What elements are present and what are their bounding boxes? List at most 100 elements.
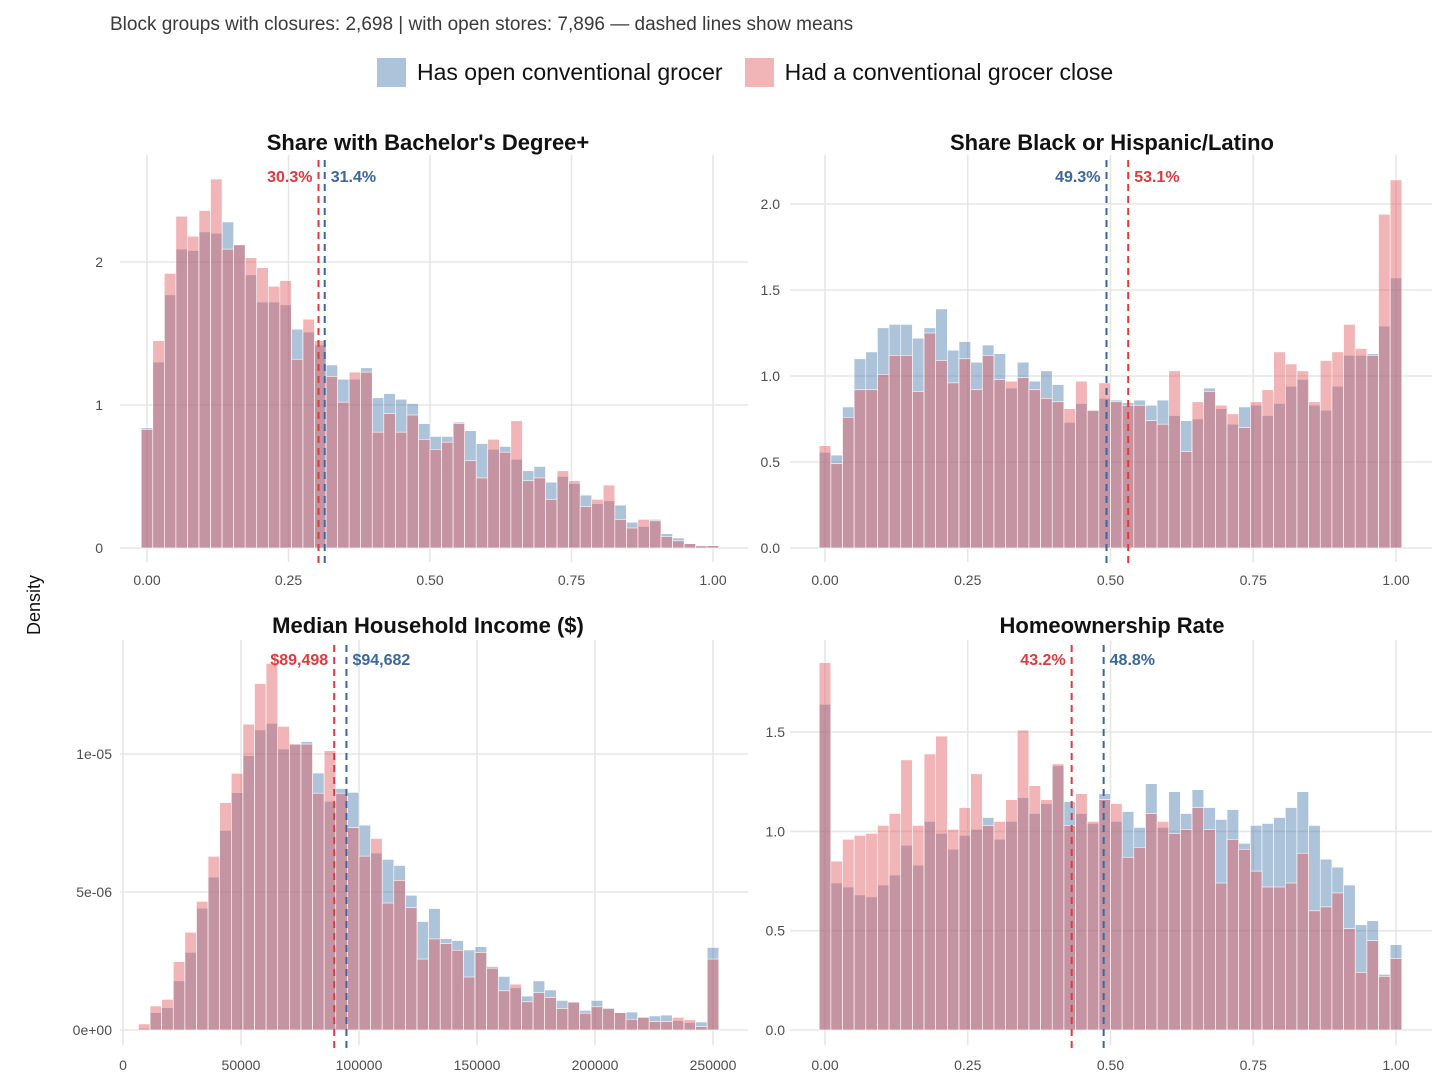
histogram-bar xyxy=(325,376,338,549)
histogram-bar xyxy=(254,683,267,1031)
x-tick-label: 0.50 xyxy=(416,572,443,588)
y-tick-label: 2.0 xyxy=(761,196,781,212)
histogram-bar xyxy=(475,477,489,549)
histogram-bar xyxy=(706,958,720,1031)
x-tick-label: 1.00 xyxy=(1382,572,1409,588)
histogram-bar xyxy=(1331,892,1344,1031)
histogram-bar xyxy=(371,431,385,549)
y-tick-label: 1.5 xyxy=(761,282,781,298)
x-tick-label: 1.00 xyxy=(1382,1057,1409,1073)
histogram-bar xyxy=(695,1026,708,1031)
histogram-bar xyxy=(947,382,960,549)
mean-label-closed: $89,498 xyxy=(270,652,328,669)
panel-3: 0 50000 100000 150000 200000 250000 0e+00 5e-06… xyxy=(73,613,748,1073)
histogram-bar xyxy=(970,389,983,549)
histogram-bar xyxy=(1075,380,1088,549)
histogram-bar xyxy=(877,825,890,1031)
histogram-bar xyxy=(510,420,523,549)
legend: Has open conventional grocer Had a conve… xyxy=(377,58,1135,87)
histogram-bar xyxy=(818,445,832,549)
histogram-bar xyxy=(1296,370,1309,549)
histogram-bar xyxy=(474,952,487,1031)
histogram-bar xyxy=(1238,427,1251,549)
histogram-bar xyxy=(672,540,685,549)
y-tick-label: 0.5 xyxy=(761,454,781,470)
histogram-bar xyxy=(648,1021,662,1031)
histogram-bar xyxy=(1016,377,1030,549)
legend-swatch-open xyxy=(377,58,406,87)
histogram-bar xyxy=(1028,389,1041,549)
histogram-bar xyxy=(1378,976,1391,1031)
histogram-bar xyxy=(1250,401,1263,549)
histogram-bar xyxy=(1098,799,1111,1031)
histogram-bar xyxy=(1121,856,1135,1031)
x-tick-label: 0.25 xyxy=(275,572,302,588)
histogram-bar xyxy=(625,1018,638,1031)
histogram-bar xyxy=(1238,848,1251,1031)
histogram-bar xyxy=(464,460,477,549)
histogram-bar xyxy=(900,355,913,549)
histogram-bar xyxy=(958,358,971,549)
histogram-bar xyxy=(993,379,1006,549)
histogram-bar xyxy=(935,735,948,1031)
histogram-bar xyxy=(683,1019,696,1031)
x-tick-label: 0.25 xyxy=(954,1057,981,1073)
y-tick-label: 0 xyxy=(95,540,103,556)
histogram-bar xyxy=(923,753,937,1031)
histogram-bar xyxy=(818,662,832,1031)
histogram-bar xyxy=(358,855,371,1031)
histogram-bar xyxy=(1261,886,1274,1031)
histogram-bar xyxy=(405,907,418,1031)
histogram-bar xyxy=(1133,404,1146,549)
histogram-bar xyxy=(1308,401,1321,549)
x-tick-label: 1.00 xyxy=(699,572,726,588)
series-closed-bars xyxy=(138,663,720,1031)
histogram-bar xyxy=(207,856,220,1031)
histogram-bar xyxy=(958,807,971,1031)
histogram-bar xyxy=(912,391,925,549)
series-open-bars xyxy=(140,221,720,549)
mean-label-closed: 53.1% xyxy=(1134,169,1179,186)
panel-title: Share with Bachelor's Degree+ xyxy=(267,130,590,155)
histogram-bar xyxy=(393,880,406,1031)
histogram-bar xyxy=(970,773,983,1031)
histogram-bar xyxy=(590,1006,604,1031)
x-tick-label: 250000 xyxy=(690,1057,737,1073)
panel-title: Median Household Income ($) xyxy=(272,613,584,638)
histogram-bar xyxy=(579,506,593,549)
histogram-bar xyxy=(221,248,234,549)
histogram-bar xyxy=(683,543,696,549)
histogram-bar xyxy=(1319,360,1333,549)
histogram-bar xyxy=(830,860,843,1031)
histogram-bar xyxy=(312,792,325,1031)
histogram-bar xyxy=(198,210,211,549)
histogram-bar xyxy=(1063,408,1076,549)
histogram-bar xyxy=(418,439,431,549)
legend-item-closed: Had a conventional grocer close xyxy=(744,58,1113,87)
histogram-bar xyxy=(532,992,545,1031)
histogram-bar xyxy=(1343,324,1356,549)
histogram-bar xyxy=(522,480,535,549)
mean-label-open: 31.4% xyxy=(331,169,376,186)
histogram-bar xyxy=(233,244,246,549)
histogram-bar xyxy=(1250,870,1263,1031)
mean-label-open: 49.3% xyxy=(1055,169,1100,186)
histogram-bar xyxy=(853,835,867,1031)
histogram-bar xyxy=(1308,910,1321,1031)
histogram-bar xyxy=(602,484,616,549)
histogram-bar xyxy=(982,825,995,1031)
histogram-bar xyxy=(1261,389,1274,549)
mean-label-closed: 43.2% xyxy=(1020,652,1065,669)
histogram-bar xyxy=(1378,214,1391,549)
y-tick-label: 5e-06 xyxy=(76,884,112,900)
x-tick-label: 0.00 xyxy=(811,1057,838,1073)
histogram-bar xyxy=(842,416,855,549)
histogram-bar xyxy=(497,990,511,1031)
y-tick-label: 1.5 xyxy=(766,724,786,740)
histogram-bar xyxy=(982,355,995,549)
histogram-bar xyxy=(152,340,165,549)
histogram-bar xyxy=(853,389,867,549)
histogram-bar xyxy=(381,902,395,1031)
histogram-bar xyxy=(1145,813,1158,1031)
histogram-bar xyxy=(1366,940,1379,1031)
